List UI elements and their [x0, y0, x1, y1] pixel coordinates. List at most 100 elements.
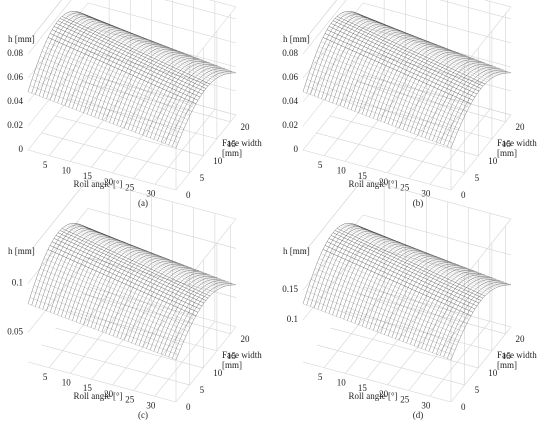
- grid-line: [27, 149, 177, 191]
- grid-line: [133, 315, 194, 391]
- x-axis-label: Roll angle [°]: [348, 179, 397, 189]
- z-tick-label: 0.1: [12, 278, 23, 288]
- surface-mesh: [350, 11, 500, 75]
- surface-mesh: [358, 14, 508, 74]
- surface-mesh: [47, 37, 197, 104]
- surface-mesh: [362, 16, 512, 73]
- grid-line: [302, 214, 364, 291]
- x-axis-label: Roll angle [°]: [73, 179, 122, 189]
- panel-label: (b): [413, 198, 424, 208]
- grid-line: [345, 298, 406, 374]
- surface-mesh: [53, 26, 203, 95]
- surface-mesh: [326, 241, 476, 310]
- surface-mesh: [153, 63, 214, 140]
- surface-mesh: [342, 12, 492, 79]
- box-edge: [450, 114, 512, 191]
- surface-mesh: [350, 223, 500, 287]
- surface-mesh: [73, 223, 223, 288]
- surface-mesh: [33, 73, 183, 134]
- x-tick-label: 20: [379, 177, 389, 187]
- surface-mesh: [450, 284, 512, 360]
- grid-line: [302, 0, 347, 55]
- grid-line: [48, 80, 110, 156]
- surface-mesh: [85, 227, 235, 286]
- surface-mesh: [352, 11, 502, 75]
- surface-mesh: [338, 226, 488, 295]
- grid-line: [323, 292, 385, 368]
- grid-line: [357, 81, 506, 123]
- box-edge: [175, 326, 237, 403]
- x-tick-label: 20: [379, 389, 389, 399]
- surface-mesh: [45, 41, 195, 108]
- surface-mesh: [175, 284, 237, 360]
- surface-mesh: [354, 12, 504, 74]
- surface-mesh: [27, 91, 177, 148]
- surface-mesh: [49, 245, 199, 313]
- surface-mesh: [324, 245, 474, 313]
- box-edge: [87, 286, 237, 328]
- surface-mesh: [27, 303, 177, 360]
- surface-mesh: [302, 91, 452, 148]
- grid-line: [330, 115, 479, 157]
- surface-mesh: [348, 223, 498, 288]
- box-edge: [302, 178, 364, 255]
- grid-line: [408, 103, 469, 179]
- y-tick-label: 10: [213, 156, 223, 166]
- box-edge: [450, 326, 512, 403]
- surface-mesh: [308, 285, 458, 346]
- grid-line: [302, 149, 452, 191]
- surface-mesh: [75, 223, 225, 287]
- surface-mesh: [334, 230, 484, 299]
- surface-mesh: [338, 14, 488, 83]
- surface-mesh: [79, 12, 229, 74]
- grid-line: [27, 208, 89, 284]
- surface-mesh: [61, 228, 211, 297]
- surface-mesh: [306, 291, 456, 351]
- grid-line: [302, 2, 364, 79]
- grid-line: [362, 26, 512, 68]
- surface-mesh: [47, 249, 197, 316]
- surface-mesh: [87, 16, 237, 73]
- box-edge: [175, 114, 237, 191]
- grid-line: [87, 50, 237, 92]
- surface-mesh: [320, 41, 470, 108]
- surface-mesh: [41, 51, 191, 116]
- surface-mesh: [310, 67, 460, 129]
- grid-line: [387, 309, 448, 386]
- surface-mesh: [340, 13, 490, 81]
- grid-line: [68, 310, 217, 352]
- grid-line: [87, 74, 237, 116]
- grid-line: [48, 292, 110, 368]
- z-tick-label: 0.15: [282, 284, 298, 294]
- surface-mesh: [45, 253, 195, 320]
- surface-mesh: [53, 238, 203, 307]
- surface-mesh: [330, 235, 480, 304]
- surface-mesh: [37, 273, 187, 337]
- surface-mesh: [342, 224, 492, 291]
- x-tick-label: 5: [43, 372, 48, 382]
- box-edge: [302, 0, 337, 43]
- surface-mesh: [304, 85, 454, 144]
- x-tick-label: 25: [400, 395, 410, 405]
- surface-mesh: [330, 23, 480, 92]
- surface-mesh: [356, 225, 506, 286]
- surface-mesh: [41, 263, 191, 328]
- grid-line: [27, 26, 89, 103]
- surface-mesh: [320, 253, 470, 320]
- surface-mesh: [65, 225, 215, 293]
- surface-mesh: [29, 85, 179, 144]
- x-tick-label: 30: [421, 188, 431, 198]
- y-tick-label: 5: [200, 173, 205, 183]
- box-edge: [175, 6, 237, 83]
- surface-mesh: [79, 224, 229, 286]
- grid-line: [68, 98, 217, 140]
- box-edge: [87, 178, 237, 220]
- surface-mesh: [31, 79, 181, 139]
- surface-mesh: [49, 33, 199, 101]
- surface-mesh: [314, 268, 464, 332]
- grid-line: [362, 2, 512, 44]
- grid-line: [366, 91, 427, 168]
- surface-mesh: [332, 232, 482, 301]
- surface-mesh: [428, 275, 489, 352]
- grid-line: [82, 81, 231, 123]
